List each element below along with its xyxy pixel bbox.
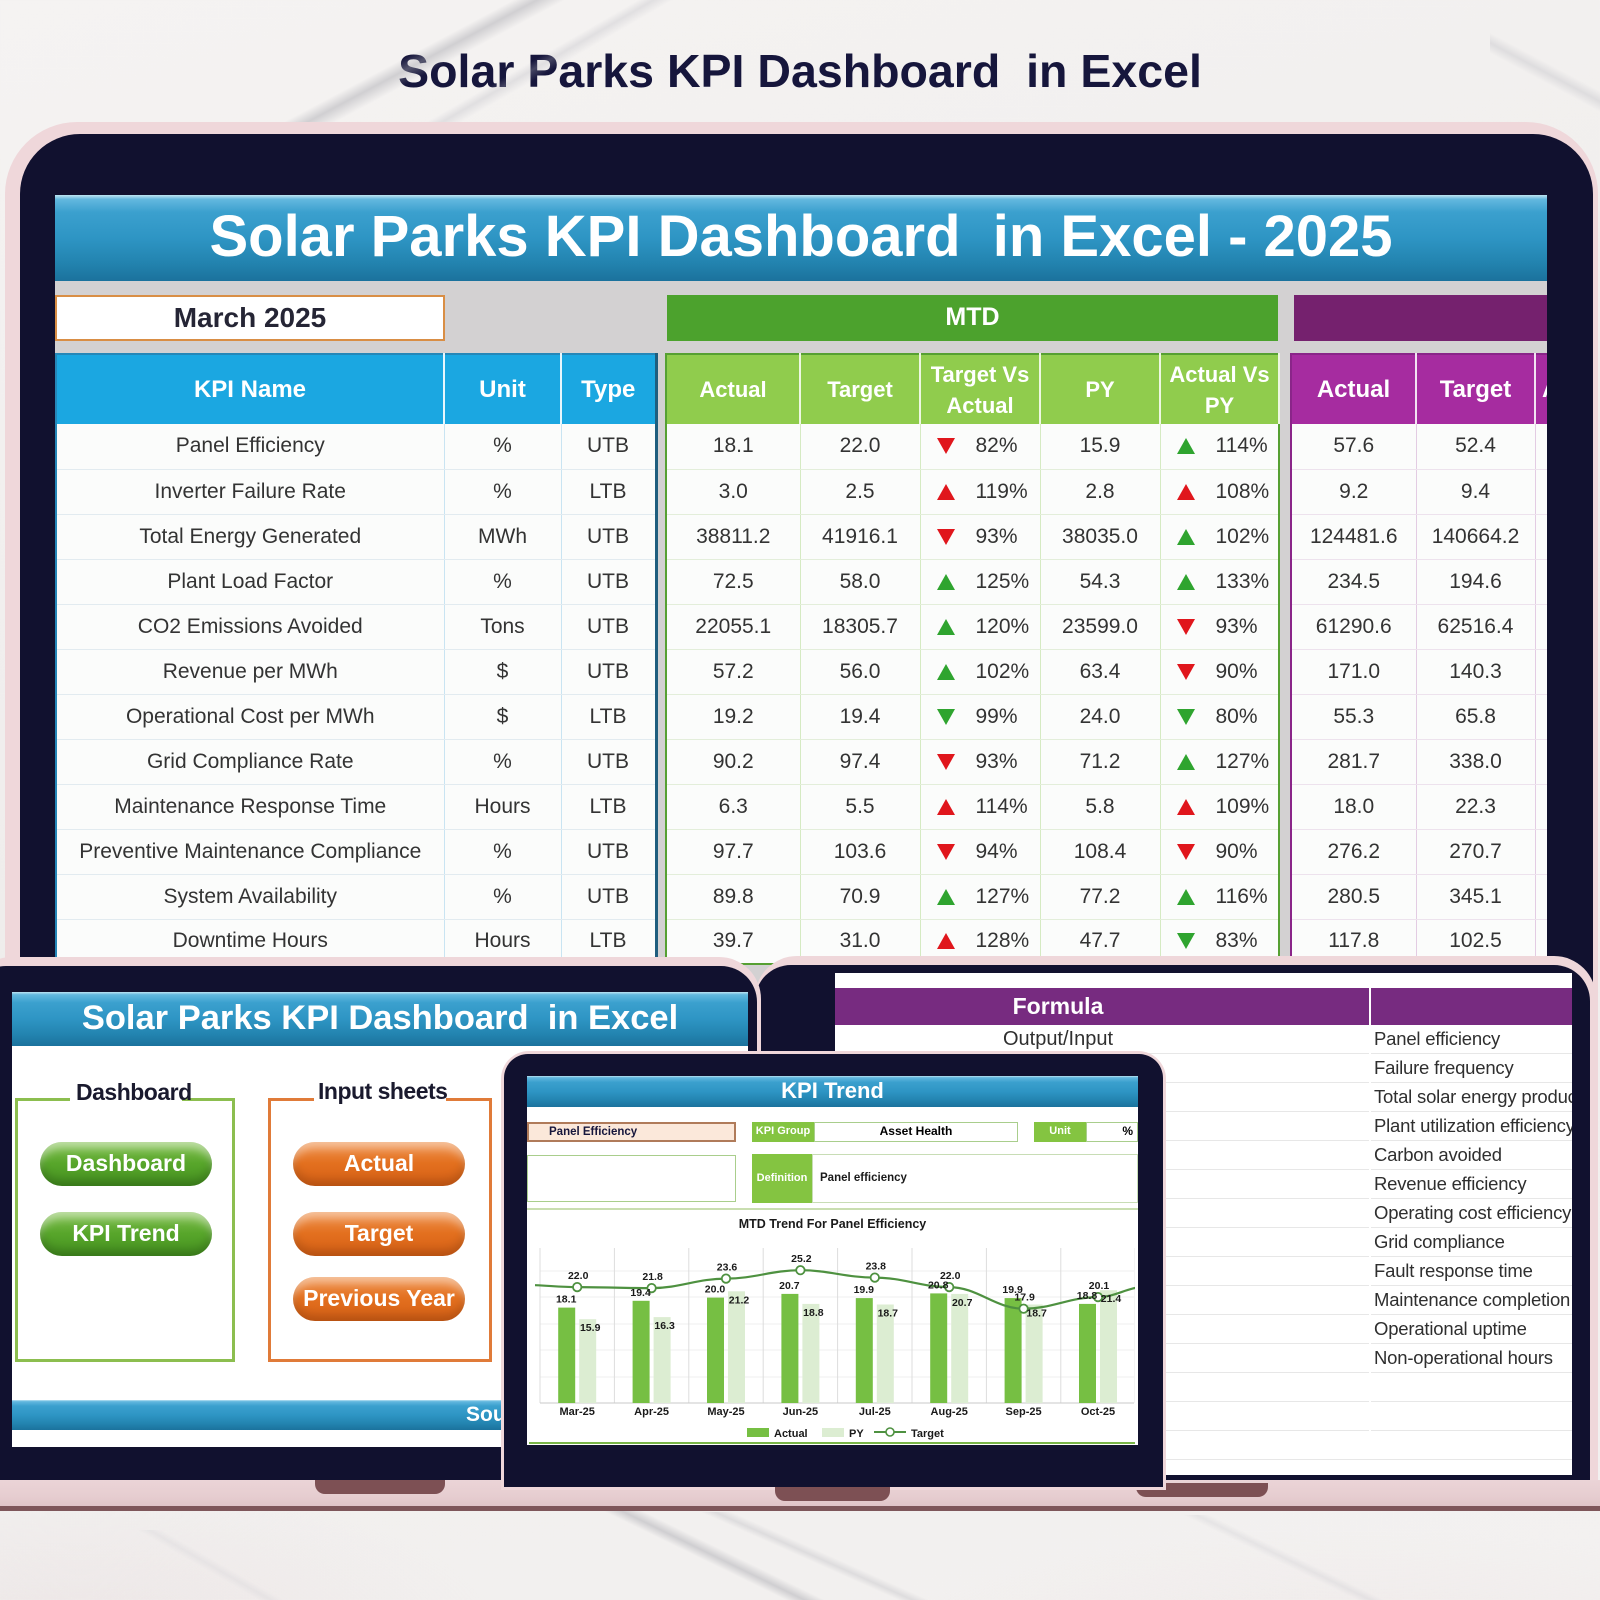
svg-text:25.2: 25.2: [791, 1253, 812, 1265]
svg-text:18.8: 18.8: [1077, 1290, 1098, 1302]
svg-text:18.8: 18.8: [803, 1307, 824, 1319]
svg-text:20.8: 20.8: [928, 1279, 949, 1291]
svg-text:Jun-25: Jun-25: [783, 1406, 818, 1418]
svg-text:21.4: 21.4: [1101, 1293, 1122, 1305]
svg-text:Actual: Actual: [774, 1428, 808, 1440]
svg-text:19.4: 19.4: [630, 1287, 651, 1299]
svg-text:19.9: 19.9: [854, 1284, 875, 1296]
svg-text:May-25: May-25: [707, 1406, 744, 1418]
svg-text:17.9: 17.9: [1014, 1292, 1035, 1304]
svg-text:23.8: 23.8: [866, 1261, 887, 1273]
svg-text:Target: Target: [911, 1428, 944, 1440]
svg-text:Sep-25: Sep-25: [1006, 1406, 1042, 1418]
svg-text:22.0: 22.0: [940, 1270, 961, 1282]
svg-text:22.0: 22.0: [568, 1270, 589, 1282]
svg-text:Jul-25: Jul-25: [859, 1406, 891, 1418]
svg-text:Mar-25: Mar-25: [559, 1406, 594, 1418]
svg-text:18.1: 18.1: [556, 1294, 577, 1306]
svg-text:Aug-25: Aug-25: [931, 1406, 968, 1418]
svg-text:20.7: 20.7: [779, 1280, 800, 1292]
svg-text:PY: PY: [849, 1428, 864, 1440]
svg-text:21.8: 21.8: [642, 1271, 663, 1283]
svg-text:21.2: 21.2: [729, 1294, 750, 1306]
svg-text:15.9: 15.9: [580, 1322, 601, 1334]
svg-text:23.6: 23.6: [717, 1262, 738, 1274]
svg-text:19.9: 19.9: [1002, 1284, 1023, 1296]
svg-text:20.1: 20.1: [1089, 1280, 1110, 1292]
svg-text:18.7: 18.7: [878, 1308, 899, 1320]
svg-text:Apr-25: Apr-25: [634, 1406, 669, 1418]
svg-text:16.3: 16.3: [654, 1320, 675, 1332]
svg-text:Oct-25: Oct-25: [1081, 1406, 1115, 1418]
svg-text:20.0: 20.0: [705, 1284, 726, 1296]
svg-text:18.7: 18.7: [1026, 1308, 1047, 1320]
svg-text:20.7: 20.7: [952, 1297, 973, 1309]
